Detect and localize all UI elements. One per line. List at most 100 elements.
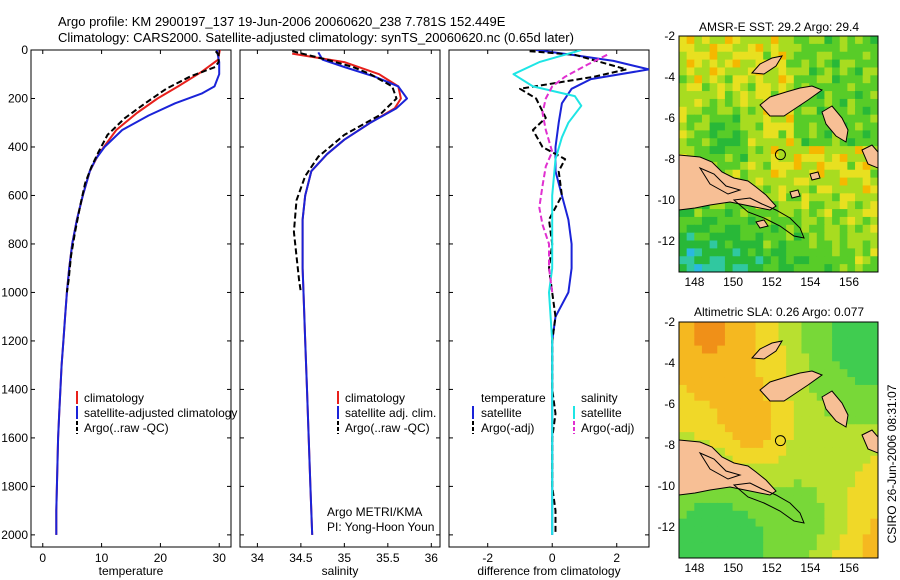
map-cell [717, 526, 726, 535]
map-cell [763, 264, 772, 272]
map-cell [816, 43, 826, 53]
map-cell [679, 114, 688, 124]
map-cell [839, 400, 848, 410]
map-cell [862, 216, 871, 226]
map-cell [832, 98, 841, 108]
map-cell [855, 487, 864, 496]
map-cell [862, 487, 871, 496]
new-guinea-landmass [679, 154, 777, 211]
map-cell [862, 130, 871, 139]
map-cell [724, 424, 734, 433]
map-cell [847, 256, 856, 265]
x-tick-label: 152 [762, 561, 782, 575]
map-cell [832, 146, 841, 155]
map-cell [793, 322, 803, 331]
legend-label-argo: Argo(..raw -QC) [84, 421, 169, 435]
map-cell [801, 43, 810, 53]
map-cell [709, 534, 718, 543]
map-cell [847, 138, 856, 147]
map-cell [763, 91, 772, 100]
map-cell [778, 487, 787, 496]
map-cell [701, 424, 711, 433]
x-tick-label: -2 [482, 551, 493, 565]
map-cell [717, 502, 726, 512]
map-cell [701, 534, 711, 543]
map-cell [870, 209, 878, 218]
map-cell [809, 440, 818, 449]
map-cell [793, 471, 803, 480]
map-cell [870, 83, 878, 92]
map-cell [724, 384, 734, 394]
map-cell [847, 550, 856, 558]
map-cell [824, 463, 833, 473]
map-cell [747, 122, 757, 131]
map-cell [724, 169, 734, 179]
map-cell [778, 337, 787, 347]
map-cell [824, 479, 833, 488]
map-cell [816, 345, 826, 355]
map-cell [870, 392, 878, 402]
map-cell [786, 216, 795, 226]
map-cell [740, 201, 749, 210]
map-cell [847, 502, 856, 512]
map-cell [770, 193, 780, 202]
map-cell [801, 526, 810, 535]
legend-label-climatology: climatology [84, 391, 144, 405]
map-cell [778, 440, 787, 449]
map-cell [793, 361, 803, 370]
y-tick-label: 1800 [1, 479, 28, 493]
map-cell [778, 216, 787, 226]
map-cell [755, 440, 764, 449]
map-cell [740, 424, 749, 433]
map-cell [847, 122, 856, 131]
map-cell [740, 329, 749, 339]
map-cell [740, 59, 749, 69]
map-cell [801, 154, 810, 163]
map-cell [778, 550, 787, 558]
map-cell [763, 122, 772, 131]
legend-label-sal-argo: Argo(-adj) [581, 421, 634, 435]
map-cell [862, 161, 871, 171]
map-cell [824, 432, 833, 441]
map-cell [755, 534, 764, 543]
map-cell [824, 542, 833, 551]
map-cell [724, 416, 734, 425]
map-cell [755, 240, 764, 249]
map-cell [724, 51, 734, 61]
map-cell [709, 201, 718, 210]
map-cell [694, 416, 703, 425]
map-cell [724, 408, 734, 417]
map-cell [793, 353, 803, 362]
map-cell [740, 154, 749, 163]
map-cell [701, 146, 711, 155]
map-cell [724, 154, 734, 163]
map-cell [816, 495, 826, 504]
map-cell [709, 91, 718, 100]
map-cell [694, 432, 703, 441]
map-cell [724, 322, 734, 331]
map-cell [832, 550, 841, 558]
map-cell [801, 384, 810, 394]
map-cell [809, 185, 818, 194]
map-cell [770, 130, 780, 139]
temperature-axes [30, 49, 232, 548]
map-cell [839, 479, 848, 488]
map-cell [801, 248, 810, 257]
map-cell [755, 154, 764, 163]
map-cell [755, 384, 764, 394]
map-cell [832, 216, 841, 226]
new-ireland-island [750, 55, 784, 75]
map-cell [816, 98, 826, 108]
map-cell [755, 36, 764, 45]
map-cell [801, 392, 810, 402]
map-cell [809, 43, 818, 53]
map-cell [709, 154, 718, 163]
map-cell [717, 232, 726, 242]
map-cell [686, 408, 695, 417]
map-cell [862, 201, 871, 210]
map-cell [717, 345, 726, 355]
map-cell [770, 322, 780, 331]
map-cell [694, 408, 703, 417]
map-cell [855, 322, 864, 331]
map-cell [862, 248, 871, 257]
